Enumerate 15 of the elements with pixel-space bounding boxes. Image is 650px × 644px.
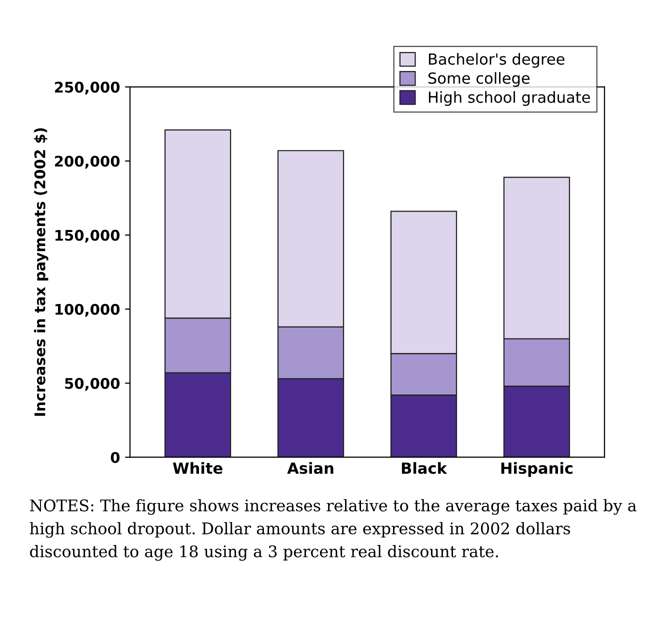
legend-label: Bachelor's degree xyxy=(428,53,564,68)
y-tick-label: 50,000 xyxy=(65,378,120,391)
y-axis-title: Increases in tax payments (2002 $) xyxy=(34,128,48,416)
x-tick-label: Asian xyxy=(287,462,334,474)
text: NOTES: The figure shows increases relative to the average taxes paid by a high school dropout. Dollar amounts are expressed in 2002 dollars discounted to age 18 using a 3 percent real discount rate. xyxy=(30,499,636,561)
legend-label: Some college xyxy=(428,72,530,87)
y-tick-label: 250,000 xyxy=(55,82,120,95)
y-tick-label: 200,000 xyxy=(55,156,120,169)
legend-label: High school graduate xyxy=(428,91,590,106)
x-tick-label: Hispanic xyxy=(501,462,572,477)
y-tick-label: 150,000 xyxy=(56,230,120,243)
y-tick-label: 0 xyxy=(110,452,120,463)
x-tick-label: Black xyxy=(402,462,448,474)
x-tick-label: White xyxy=(172,462,222,474)
y-tick-label: 100,000 xyxy=(56,304,120,317)
